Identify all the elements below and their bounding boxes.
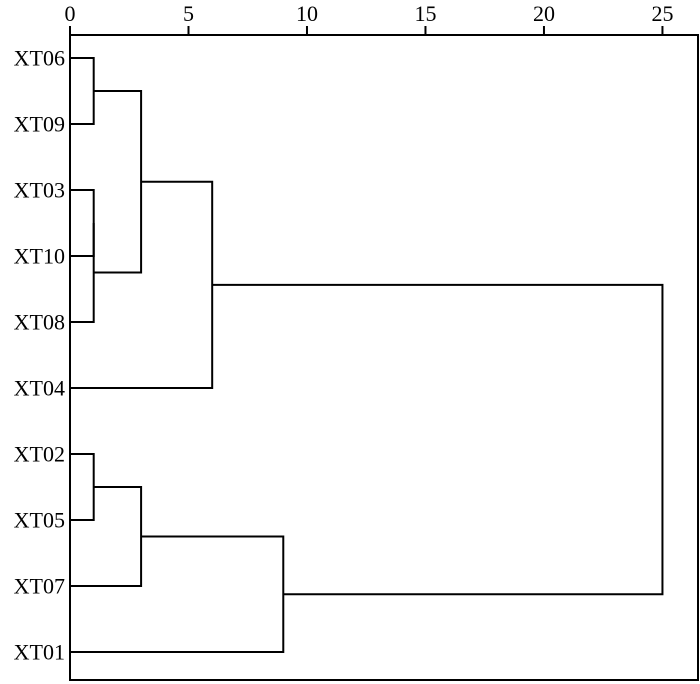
x-tick-label: 10 bbox=[296, 1, 318, 26]
leaf-label: XT09 bbox=[14, 112, 65, 137]
leaf-label: XT06 bbox=[14, 46, 65, 71]
leaf-labels: XT06 XT09 XT03 XT10 XT08 XT04 XT02 XT05 XT07 XT01 bbox=[14, 46, 65, 665]
leaf-label: XT10 bbox=[14, 244, 65, 269]
x-tick-label: 5 bbox=[183, 1, 194, 26]
leaf-label: XT01 bbox=[14, 640, 65, 665]
merge-link-3 bbox=[70, 223, 95, 323]
leaf-label: XT05 bbox=[14, 508, 65, 533]
merge-link-5 bbox=[93, 90, 143, 274]
x-tick-label: 20 bbox=[533, 1, 555, 26]
x-tick-label: 15 bbox=[414, 1, 436, 26]
merge-link-8 bbox=[70, 535, 285, 653]
merge-link-4 bbox=[70, 453, 95, 521]
merge-link-9 bbox=[212, 283, 664, 596]
leaf-label: XT08 bbox=[14, 310, 65, 335]
leaf-label: XT04 bbox=[14, 376, 65, 401]
plot-frame bbox=[69, 34, 699, 681]
merge-link-2 bbox=[70, 189, 95, 257]
leaf-label: XT03 bbox=[14, 178, 65, 203]
leaf-label: XT07 bbox=[14, 574, 65, 599]
merge-link-6 bbox=[70, 486, 143, 587]
merge-link-1 bbox=[70, 57, 95, 125]
x-axis: 0 5 10 15 20 25 bbox=[65, 1, 673, 35]
leaf-label: XT02 bbox=[14, 442, 65, 467]
dendrogram-links bbox=[70, 57, 664, 653]
x-tick-label: 0 bbox=[65, 1, 76, 26]
x-tick-label: 25 bbox=[651, 1, 673, 26]
